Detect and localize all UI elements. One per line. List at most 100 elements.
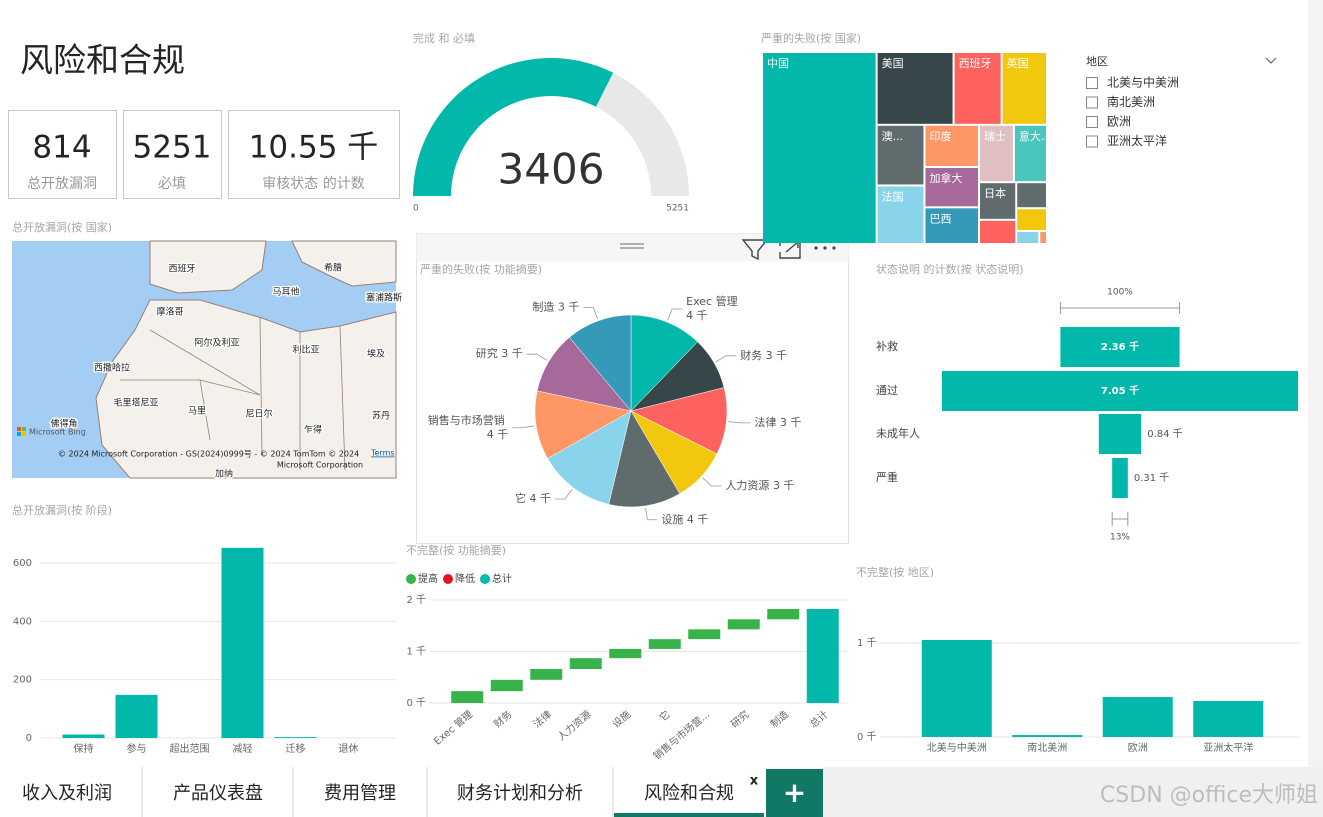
map — [12, 240, 397, 479]
pie-label-value: 3 千 — [766, 349, 788, 362]
gauge-value: 3406 — [498, 145, 605, 194]
tab[interactable]: 风险和合规 — [644, 783, 734, 804]
waterfall-bar — [530, 669, 563, 680]
treemap-label: 法国 — [882, 189, 904, 203]
legend-label: 提高 — [418, 572, 438, 585]
pie-leader — [583, 307, 598, 320]
map-terms[interactable]: Terms — [370, 449, 395, 458]
map-label: 马里 — [188, 406, 206, 417]
x-tick-label: 迁移 — [286, 742, 306, 755]
treemap-tile — [980, 220, 1016, 243]
pie-label-name: 法律 — [754, 415, 776, 429]
slicer-chevron[interactable] — [1265, 57, 1277, 64]
pie-label-value: 3 千 — [773, 479, 795, 492]
active-tab-underline — [614, 813, 764, 817]
pie-label-name: 设施 — [661, 513, 683, 526]
slicer-checkbox[interactable] — [1086, 77, 1098, 89]
pie-label-name: 人力资源 — [725, 478, 769, 492]
slicer-checkbox[interactable] — [1086, 96, 1098, 109]
map-label: 摩洛哥 — [156, 306, 183, 318]
map-border — [120, 317, 346, 471]
map-label: 希腊 — [324, 262, 342, 274]
more-icon[interactable] — [823, 246, 827, 250]
map-label: 阿尔及利亚 — [194, 337, 239, 349]
slicer-checkbox[interactable] — [1086, 135, 1098, 148]
treemap-tile — [1017, 183, 1046, 208]
treemap-tile — [925, 125, 979, 166]
kpi-label: 总开放漏洞 — [27, 176, 97, 192]
tab-close[interactable]: x — [750, 774, 759, 789]
pie-leader — [667, 308, 683, 321]
scroll-strip — [1308, 0, 1323, 767]
slicer-checkbox[interactable] — [1086, 116, 1098, 128]
y-tick-label: 0 — [26, 733, 32, 744]
funnel-bottom-label: 13% — [1110, 533, 1130, 543]
treemap-label: 中国 — [767, 57, 789, 70]
map-label: 苏丹 — [372, 410, 390, 422]
page-title: 风险和合规 — [20, 41, 185, 80]
waterfall-bar — [767, 609, 800, 620]
treemap-label: 加拿大 — [929, 171, 962, 185]
bar — [62, 734, 105, 738]
map-label: 乍得 — [304, 424, 322, 436]
map-label: 西撒哈拉 — [94, 362, 130, 374]
more-icon[interactable] — [814, 246, 818, 250]
funnel-bracket — [1059, 302, 1181, 314]
slicer-item: 北美与中美洲 — [1107, 75, 1179, 90]
legend-dot — [406, 574, 416, 584]
pie-leader — [554, 489, 573, 500]
add-tab-button[interactable] — [766, 769, 823, 817]
treemap-tile — [877, 186, 924, 243]
pie-label-value: 4 千 — [686, 309, 708, 322]
bing-logo — [17, 432, 21, 436]
pie-label-name: Exec 管理 — [686, 294, 737, 308]
treemap-tile — [1014, 125, 1046, 182]
kpi-value: 5251 — [133, 130, 212, 166]
data-label: 0.84 千 — [1147, 428, 1182, 440]
y-tick-label: 0 千 — [406, 697, 426, 709]
pie-slice — [630, 387, 728, 455]
map-label: 佛得角 — [50, 418, 77, 430]
map-label: 尼日尔 — [245, 408, 272, 420]
y-tick-label: 200 — [13, 675, 32, 686]
tab[interactable]: 财务计划和分析 — [457, 783, 583, 804]
treemap-tile — [1017, 231, 1039, 243]
tab-bar-empty — [823, 767, 1323, 817]
pie-label-name: 销售与市场营销 — [428, 413, 505, 427]
pie-slice — [534, 390, 632, 459]
treemap-tile — [925, 208, 979, 243]
treemap-label: 日本 — [984, 186, 1006, 200]
pie-leader — [645, 507, 658, 521]
kpi-value: 10.55 千 — [249, 130, 379, 166]
add-tab-label[interactable]: + — [783, 776, 806, 809]
pie-label: 财务 3 千 — [740, 348, 787, 362]
waterfall-bar — [451, 691, 484, 703]
waterfall-bar — [727, 619, 760, 630]
visual-title: 总开放漏洞(按 国家) — [12, 220, 112, 234]
drag-handle[interactable] — [620, 243, 644, 249]
map-label: 利比亚 — [292, 344, 319, 356]
kpi-label: 审核状态 的计数 — [262, 176, 364, 192]
map-label: 加纳 — [215, 468, 233, 480]
map-land — [149, 240, 267, 294]
map-label: 塞浦路斯 — [366, 292, 402, 304]
pie-label: Exec 管理 4 千 — [686, 294, 741, 322]
pie-label: 人力资源 3 千 — [725, 478, 794, 492]
slicer-title: 地区 — [1086, 55, 1108, 68]
tab[interactable]: 收入及利润 — [22, 783, 112, 804]
x-tick-label: 南北美洲 — [1027, 741, 1067, 754]
tab[interactable]: 产品仪表盘 — [173, 783, 263, 804]
map-land — [95, 299, 397, 479]
category-label: 补救 — [876, 339, 898, 353]
pie-label-name: 研究 — [476, 346, 498, 360]
pie-label-value: 3 千 — [501, 347, 523, 360]
tab[interactable]: 费用管理 — [324, 783, 396, 804]
x-tick-label: 亚洲太平洋 — [1203, 741, 1253, 754]
kpi-card — [8, 110, 117, 199]
category-label: 严重 — [876, 470, 898, 484]
more-icon[interactable] — [832, 246, 836, 250]
waterfall-bar — [688, 629, 721, 640]
map-attribution: Microsoft Corporation — [277, 461, 363, 470]
pie-label-value: 4 千 — [687, 513, 709, 526]
visual-title: 完成 和 必填 — [413, 31, 475, 45]
